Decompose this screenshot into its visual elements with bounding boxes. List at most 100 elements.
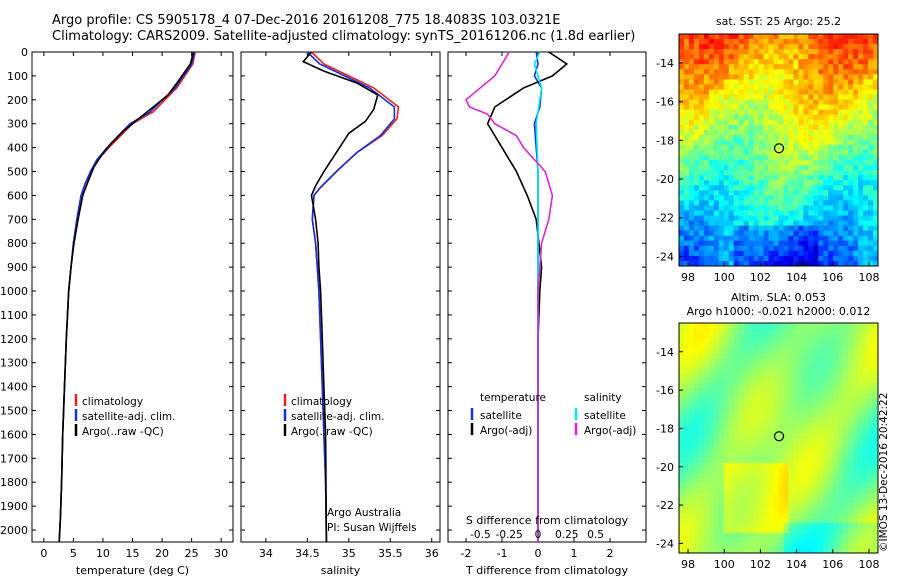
map-sst-cell — [753, 144, 760, 151]
map-sla-cell — [753, 403, 760, 409]
map-sla-cell — [778, 403, 784, 409]
map-sla-cell — [773, 483, 779, 489]
map-sst-cell — [748, 160, 755, 166]
map-sst-cell — [853, 260, 859, 267]
map-sla-cell — [688, 398, 695, 404]
map-sla-cell — [863, 328, 869, 334]
map-sla-cell — [793, 513, 799, 519]
map-sst-cell — [758, 255, 764, 262]
map-sla-cell — [843, 538, 849, 544]
map-sla-cell — [698, 523, 705, 529]
map-sla-cell — [778, 448, 784, 454]
map-sla-cell — [843, 373, 849, 379]
map-sla-cell — [818, 423, 824, 429]
map-sla-cell — [793, 478, 799, 484]
map-sla-cell — [728, 488, 735, 494]
temperature-x-tick-label: 0 — [40, 547, 47, 560]
map-sla-cell — [683, 358, 690, 364]
map-sst-cell — [853, 104, 859, 111]
map-sla-cell — [683, 463, 690, 469]
map-sla-cell — [788, 508, 794, 514]
map-sla-cell — [763, 353, 769, 359]
map-sst-cell — [848, 89, 854, 95]
map-sst-cell — [753, 139, 760, 146]
map-sla-cell — [823, 508, 829, 514]
map-sla-cell — [713, 433, 720, 439]
map-sst-cell — [733, 119, 740, 126]
map-sst-cell — [718, 150, 725, 156]
map-sla-cell — [853, 463, 859, 469]
map-sst-cell — [728, 180, 735, 186]
map-sla-cell — [868, 408, 874, 414]
map-sla-cell — [718, 478, 725, 484]
map-sla-cell — [753, 473, 760, 479]
map-sst-cell — [763, 54, 769, 60]
map-sla-cell — [803, 543, 809, 549]
map-sla-cell — [873, 363, 879, 369]
map-sst-cell — [773, 39, 779, 45]
map-sla-cell — [688, 528, 695, 534]
map-sla-cell — [703, 458, 710, 464]
map-sla-cell — [778, 463, 784, 469]
map-sla-cell — [693, 423, 700, 429]
map-sla-cell — [679, 488, 685, 494]
map-sst-y-tick-label: -20 — [656, 173, 674, 186]
map-sla-cell — [753, 438, 760, 444]
map-sla-cell — [713, 408, 720, 414]
map-sst-cell — [868, 79, 874, 85]
map-sst-cell — [848, 99, 854, 106]
map-sla-cell — [868, 518, 874, 524]
map-sst-cell — [838, 124, 844, 131]
map-sla-cell — [853, 483, 859, 489]
map-sst-cell — [788, 134, 794, 141]
map-sla-cell — [828, 383, 834, 389]
map-sla-cell — [718, 523, 725, 529]
map-sla-cell — [768, 353, 774, 359]
map-sst-cell — [803, 210, 809, 216]
map-sst-cell — [733, 89, 740, 95]
map-sst-cell — [723, 59, 730, 65]
map-sst-cell — [698, 104, 705, 111]
map-sst-cell — [838, 205, 844, 211]
map-sla-cell — [778, 433, 784, 439]
map-sla-cell — [843, 328, 849, 334]
map-sla-cell — [679, 353, 685, 359]
map-sla-cell — [843, 393, 849, 399]
map-sla-cell — [723, 383, 730, 389]
map-sst-cell — [683, 180, 690, 186]
map-sla-cell — [773, 448, 779, 454]
map-sla-cell — [853, 408, 859, 414]
map-sla-cell — [753, 348, 760, 354]
map-sla-cell — [823, 443, 829, 449]
map-sst-cell — [723, 255, 730, 262]
map-sla-cell — [778, 393, 784, 399]
map-sla-cell — [863, 338, 869, 344]
map-sst-cell — [693, 165, 700, 171]
map-sst-cell — [838, 210, 844, 216]
map-sst-cell — [873, 94, 879, 100]
map-sla-cell — [838, 443, 844, 449]
map-sst-cell — [858, 190, 864, 196]
map-sst-cell — [733, 124, 740, 131]
map-sst-cell — [728, 155, 735, 161]
map-sst-cell — [738, 180, 745, 186]
map-sst-cell — [768, 210, 774, 216]
map-sst-cell — [833, 220, 839, 227]
map-sla-cell — [873, 408, 879, 414]
map-sla-cell — [833, 528, 839, 534]
temperature-series-argo-raw-qc- — [58, 51, 195, 543]
map-sla-cell — [863, 548, 869, 554]
map-sla-cell — [783, 448, 789, 454]
salinity-x-tick-label: 34 — [259, 547, 273, 560]
map-sst-cell — [698, 134, 705, 141]
map-sst-cell — [823, 245, 829, 252]
map-sla-cell — [838, 438, 844, 444]
map-sla-cell — [853, 413, 859, 419]
map-sla-cell — [693, 418, 700, 424]
map-sla-cell — [693, 498, 700, 504]
map-sst-cell — [843, 104, 849, 111]
map-sst-cell — [708, 134, 715, 141]
map-sst-cell — [738, 89, 745, 95]
map-sla-cell — [738, 498, 745, 504]
map-sst-cell — [743, 225, 750, 232]
